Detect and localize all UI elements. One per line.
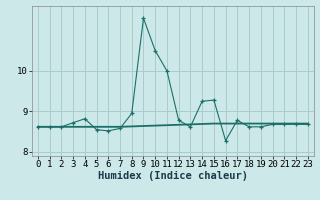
- X-axis label: Humidex (Indice chaleur): Humidex (Indice chaleur): [98, 171, 248, 181]
